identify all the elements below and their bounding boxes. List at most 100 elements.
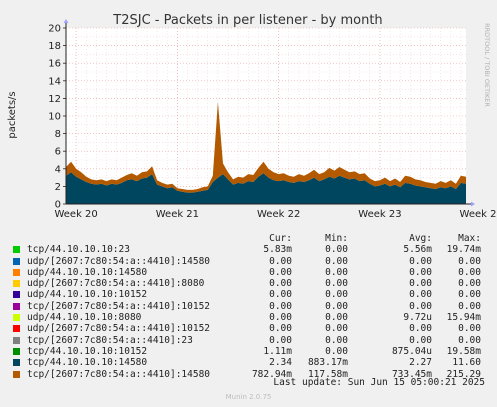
legend-series-name: tcp/44.10.10.10:14580 — [27, 357, 148, 369]
y-tick-labels: 0 2 4 6 8 10 12 14 16 18 20 — [48, 24, 66, 211]
legend-swatch — [13, 314, 20, 322]
legend-swatch — [13, 370, 20, 378]
legend-min-value: 0.00 — [325, 312, 348, 324]
legend-cur-value: 0.00 — [269, 334, 292, 346]
legend-avg-value: 0.00 — [409, 255, 432, 267]
legend-series-name: udp/44.10.10.10:14580 — [27, 266, 148, 278]
legend-row: tcp/44.10.10.10:23 5.83m 0.00 5.56m 19.74m — [0, 244, 497, 255]
area-tcp/44.10.10.10:14580 — [66, 172, 466, 204]
y-tick-label: 16 — [48, 59, 61, 70]
legend: Cur: Min: Avg: Max: tcp/44.10.10.10:23 5.… — [0, 233, 497, 380]
axes — [63, 19, 475, 207]
header-max: Max: — [458, 233, 481, 244]
y-tick-label: 4 — [55, 164, 61, 175]
legend-avg-value: 0.00 — [409, 266, 432, 278]
legend-min-value: 0.00 — [325, 289, 348, 301]
legend-cur-value: 1.11m — [263, 345, 292, 357]
legend-max-value: 215.29 — [446, 368, 481, 380]
header-min: Min: — [325, 233, 348, 244]
legend-row: udp/44.10.10.10:10152 0.00 0.00 0.00 0.00 — [0, 289, 497, 300]
x-tick-labels: Week 20 Week 21 Week 22 Week 23 Week 24 — [54, 209, 497, 220]
legend-cur-value: 0.00 — [269, 266, 292, 278]
legend-row: udp/[2607:7c80:54:a::4410]:8080 0.00 0.00 0… — [0, 278, 497, 289]
legend-swatch — [13, 268, 20, 276]
legend-min-value: 0.00 — [325, 244, 348, 256]
x-tick-label: Week 20 — [54, 209, 97, 220]
legend-cur-value: 782.94m — [251, 368, 292, 380]
x-tick-label: Week 22 — [257, 209, 300, 220]
footer-version: Munin 2.0.75 — [225, 393, 272, 401]
legend-avg-value: 0.00 — [409, 289, 432, 301]
legend-max-value: 0.00 — [458, 266, 481, 278]
legend-series-name: udp/[2607:7c80:54:a::4410]:14580 — [27, 255, 211, 267]
legend-swatch — [13, 246, 20, 254]
legend-row: udp/[2607:7c80:54:a::4410]:10152 0.00 0.00… — [0, 323, 497, 334]
legend-cur-value: 2.34 — [269, 357, 292, 369]
legend-cur-value: 0.00 — [269, 255, 292, 267]
legend-swatch — [13, 359, 20, 367]
legend-row: udp/44.10.10.10:14580 0.00 0.00 0.00 0.00 — [0, 267, 497, 278]
legend-swatch — [13, 302, 20, 310]
legend-header: Cur: Min: Avg: Max: — [0, 233, 497, 244]
packets-chart: T2SJC - Packets in per listener - by mon… — [7, 13, 497, 220]
legend-max-value: 0.00 — [458, 334, 481, 346]
chart-title: T2SJC - Packets in per listener - by mon… — [112, 13, 382, 28]
y-axis-arrow — [63, 19, 69, 23]
legend-series-name: tcp/44.10.10.10:10152 — [27, 345, 148, 357]
legend-avg-value: 733.45m — [391, 368, 432, 380]
legend-cur-value: 0.00 — [269, 312, 292, 324]
legend-series-name: udp/44.10.10.10:10152 — [27, 289, 148, 301]
y-tick-label: 12 — [48, 94, 61, 105]
header-avg: Avg: — [409, 233, 432, 244]
x-axis-arrow — [471, 201, 475, 207]
legend-min-value: 0.00 — [325, 334, 348, 346]
legend-min-value: 0.00 — [325, 345, 348, 357]
legend-cur-value: 0.00 — [269, 278, 292, 290]
last-update: Last update: Sun Jun 15 05:00:21 2025 — [273, 377, 485, 388]
legend-rows: tcp/44.10.10.10:23 5.83m 0.00 5.56m 19.74m ud… — [0, 244, 497, 380]
legend-row: tcp/44.10.10.10:14580 2.34 883.17m 2.27 11.6… — [0, 357, 497, 368]
header-cur: Cur: — [269, 233, 292, 244]
y-tick-label: 18 — [48, 41, 61, 52]
legend-max-value: 0.00 — [458, 255, 481, 267]
y-tick-label: 0 — [55, 200, 61, 211]
legend-series-name: tcp/[2607:7c80:54:a::4410]:23 — [27, 334, 193, 346]
legend-cur-value: 5.83m — [263, 244, 292, 256]
legend-avg-value: 9.72u — [403, 312, 432, 324]
legend-max-value: 15.94m — [446, 312, 481, 324]
area-tcp/[2607:7c80:54:a::4410]:14580 — [66, 101, 466, 193]
legend-max-value: 0.00 — [458, 289, 481, 301]
legend-series-name: udp/[2607:7c80:54:a::4410]:10152 — [27, 323, 211, 335]
y-tick-label: 20 — [48, 24, 61, 35]
legend-avg-value: 2.27 — [409, 357, 432, 369]
legend-avg-value: 5.56m — [403, 244, 432, 256]
side-label: RRDTOOL / TOBI OETIKER — [483, 23, 491, 107]
legend-swatch — [13, 336, 20, 344]
legend-row: udp/44.10.10.10:8080 0.00 0.00 9.72u 15.94m — [0, 312, 497, 323]
legend-swatch — [13, 257, 20, 265]
legend-cur-value: 0.00 — [269, 323, 292, 335]
x-tick-label: Week 24 — [460, 209, 497, 220]
legend-min-value: 0.00 — [325, 278, 348, 290]
legend-row: tcp/44.10.10.10:10152 1.11m 0.00 875.04u 19.… — [0, 346, 497, 357]
legend-max-value: 0.00 — [458, 323, 481, 335]
legend-row: udp/[2607:7c80:54:a::4410]:14580 0.00 0.00… — [0, 256, 497, 267]
legend-series-name: udp/44.10.10.10:8080 — [27, 312, 142, 324]
legend-avg-value: 0.00 — [409, 323, 432, 335]
legend-swatch — [13, 325, 20, 333]
data-areas — [66, 101, 466, 204]
legend-avg-value: 0.00 — [409, 278, 432, 290]
legend-max-value: 0.00 — [458, 300, 481, 312]
legend-cur-value: 0.00 — [269, 289, 292, 301]
x-tick-label: Week 23 — [358, 209, 401, 220]
legend-min-value: 117.58m — [307, 368, 348, 380]
legend-max-value: 0.00 — [458, 278, 481, 290]
y-tick-label: 14 — [48, 76, 61, 87]
y-tick-label: 10 — [48, 112, 61, 123]
legend-cur-value: 0.00 — [269, 300, 292, 312]
legend-max-value: 19.74m — [446, 244, 481, 256]
legend-swatch — [13, 280, 20, 288]
legend-row: tcp/[2607:7c80:54:a::4410]:14580 782.94m 1… — [0, 369, 497, 380]
legend-row: tcp/[2607:7c80:54:a::4410]:23 0.00 0.00 0.0… — [0, 335, 497, 346]
legend-max-value: 19.58m — [446, 345, 481, 357]
